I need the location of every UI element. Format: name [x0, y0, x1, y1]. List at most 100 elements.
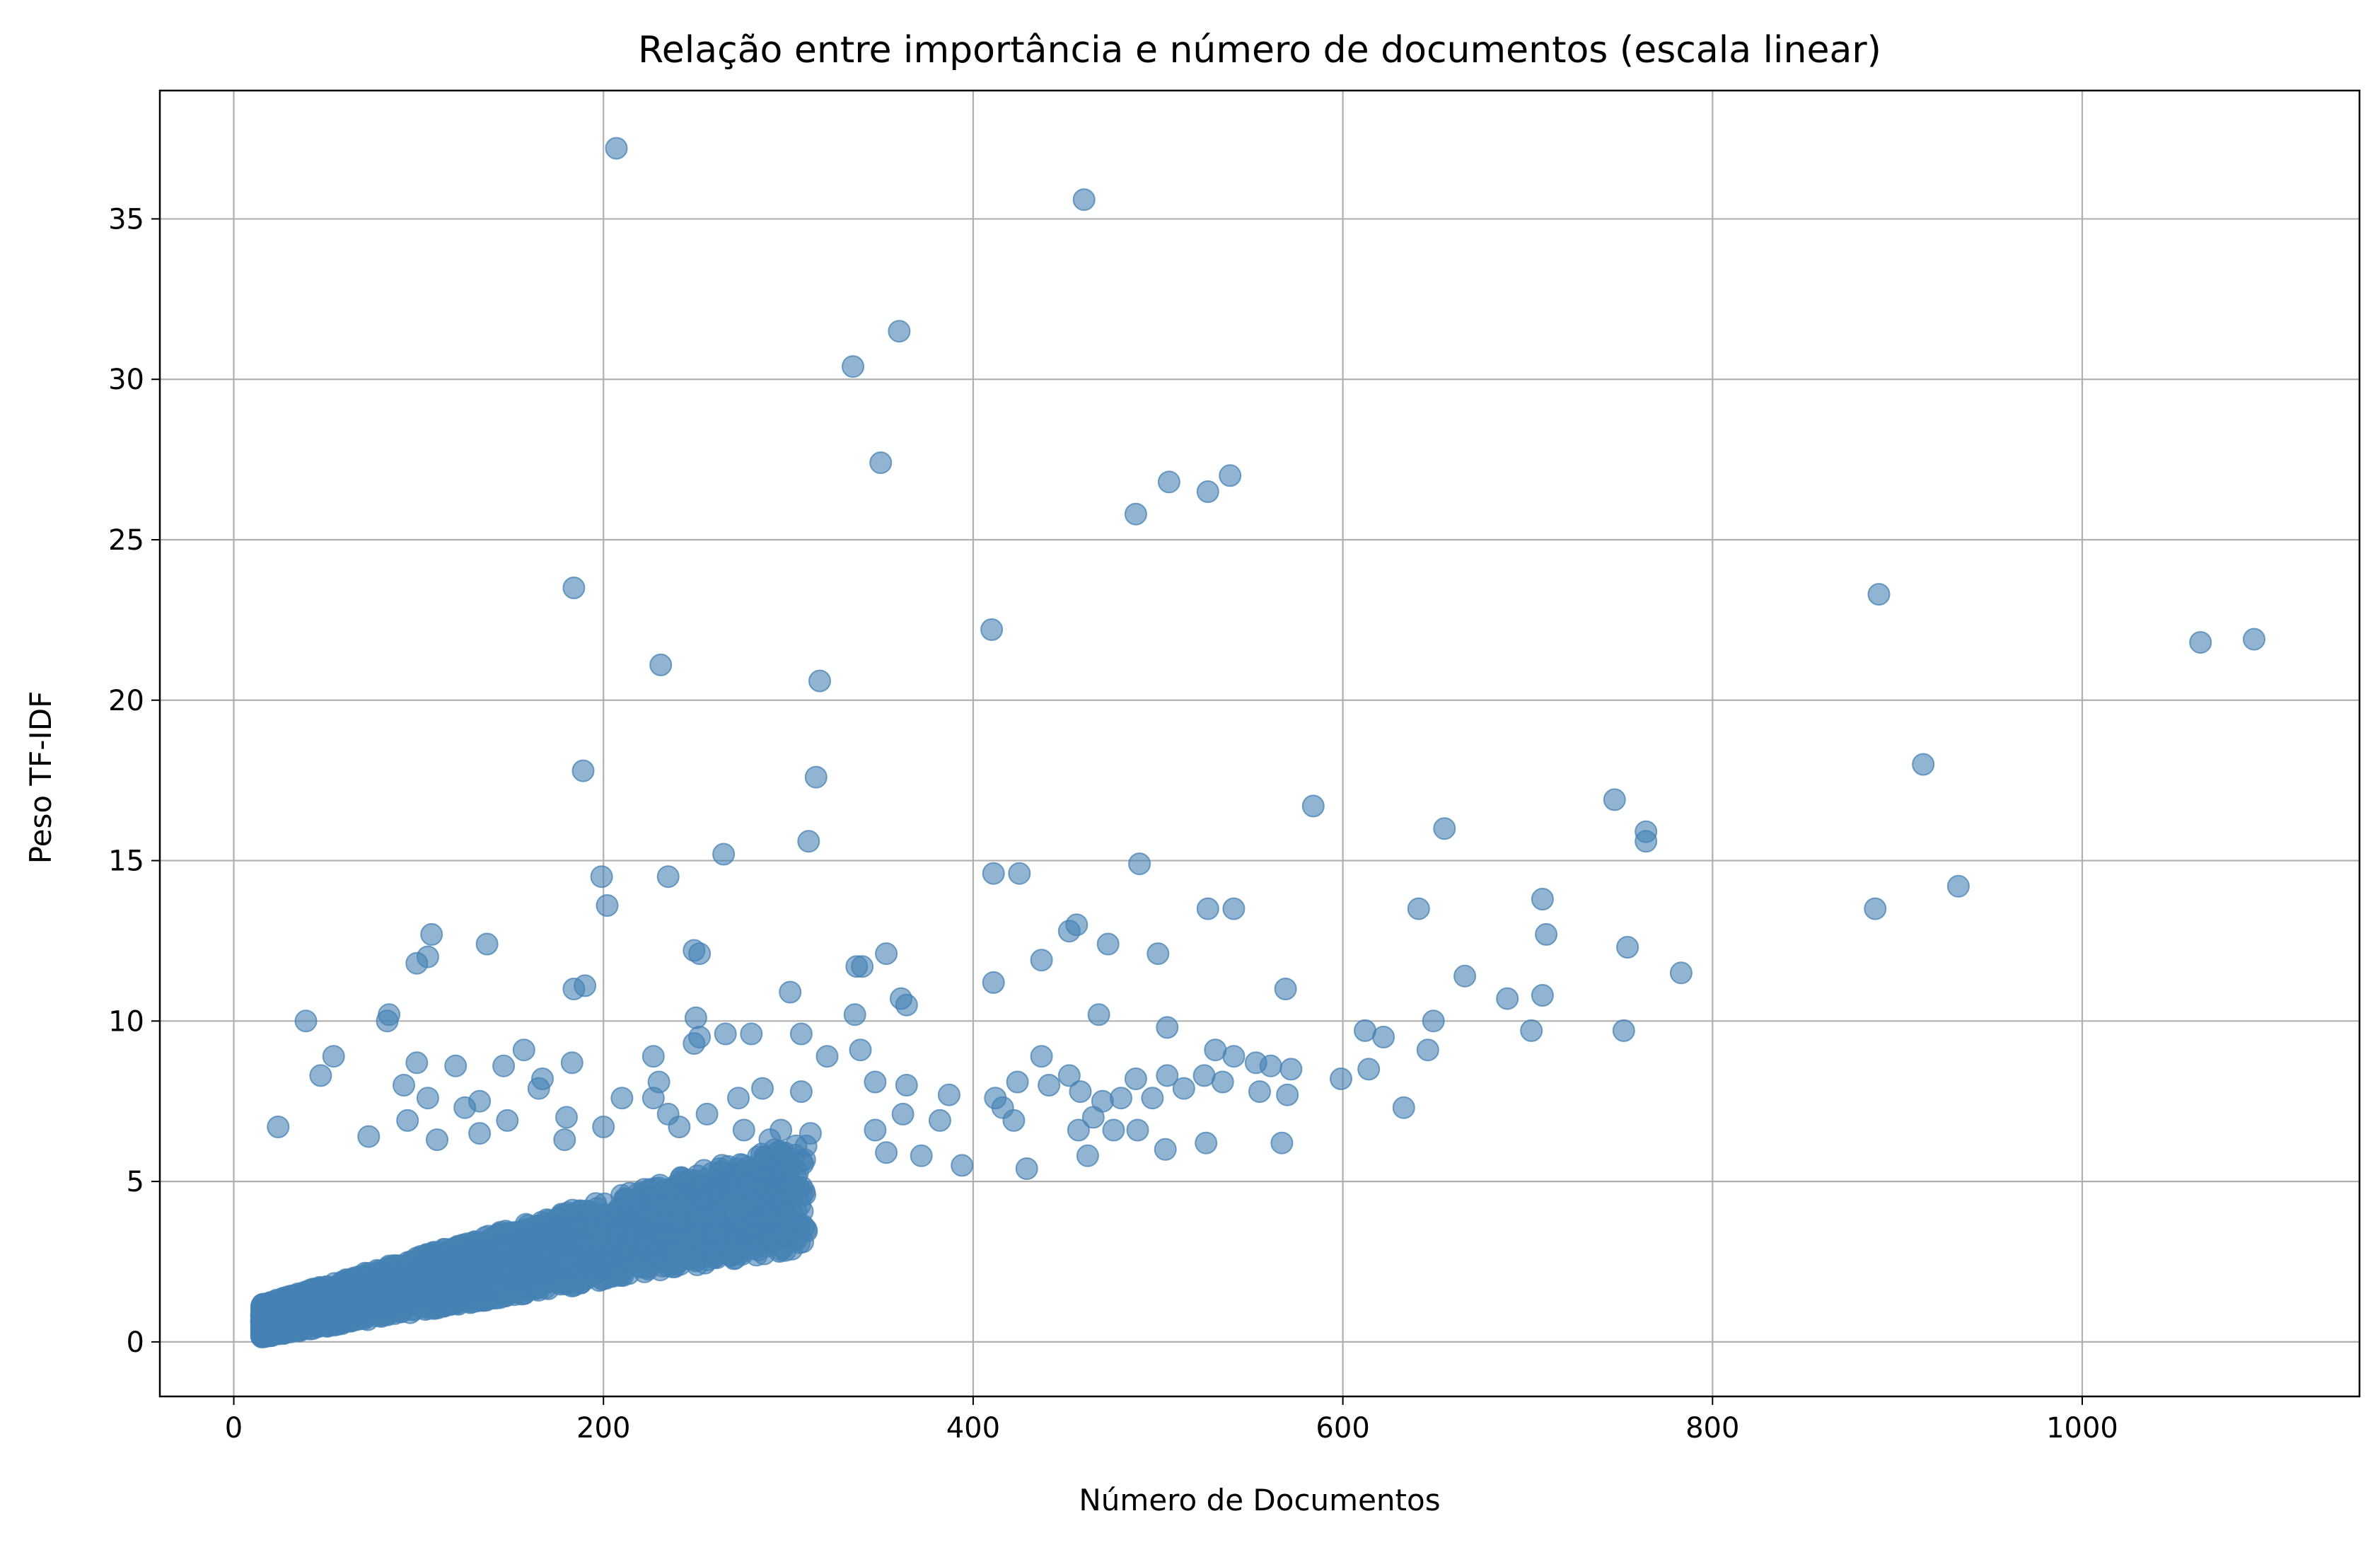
data-point: [297, 1292, 320, 1315]
data-point: [496, 1109, 519, 1132]
data-point: [591, 1268, 614, 1291]
data-point: [696, 1205, 719, 1229]
data-point: [1015, 1157, 1038, 1180]
data-point: [560, 1051, 584, 1075]
data-point: [607, 1198, 630, 1221]
data-point: [1006, 1070, 1029, 1094]
data-point: [799, 1122, 822, 1145]
data-point: [869, 451, 893, 475]
data-point: [1128, 852, 1151, 876]
data-point: [1002, 1109, 1026, 1132]
data-point: [1392, 1096, 1415, 1119]
data-point: [1912, 753, 1935, 776]
data-point: [1076, 1144, 1099, 1167]
data-point: [728, 1208, 752, 1231]
data-point: [468, 1122, 492, 1145]
scatter-points: [267, 137, 2265, 1180]
data-point: [512, 1038, 535, 1062]
data-point: [405, 1051, 429, 1075]
data-point: [784, 1166, 808, 1189]
data-point: [951, 1154, 974, 1177]
x-tick-label: 600: [1316, 1412, 1369, 1445]
data-point: [1081, 1106, 1105, 1129]
data-point: [1603, 788, 1626, 811]
chart-title: Relação entre importância e número de do…: [638, 29, 1881, 71]
data-point: [1124, 502, 1147, 526]
data-point: [734, 1171, 757, 1195]
data-point: [843, 1003, 866, 1026]
data-point: [494, 1240, 517, 1263]
data-point: [1069, 1080, 1092, 1104]
data-point: [895, 1074, 918, 1096]
data-point: [1330, 1067, 1352, 1090]
data-point: [891, 1102, 915, 1126]
data-point: [596, 894, 619, 917]
data-point: [778, 1209, 801, 1232]
data-point: [1496, 987, 1519, 1010]
data-point: [804, 765, 828, 789]
data-point: [688, 942, 712, 966]
data-point: [1422, 1009, 1445, 1033]
data-point: [1030, 1045, 1053, 1068]
data-point: [1416, 1038, 1439, 1062]
data-point: [712, 843, 736, 866]
data-point: [1222, 1045, 1246, 1068]
x-tick-label: 200: [576, 1412, 630, 1445]
data-point: [267, 1116, 290, 1138]
data-point: [420, 922, 443, 946]
y-axis-ticks: 0 5 10 15 20 25 30 35: [108, 203, 160, 1359]
data-point: [797, 830, 820, 853]
data-point: [1372, 1026, 1395, 1048]
data-point: [1219, 464, 1242, 487]
data-point: [475, 932, 499, 956]
data-point: [592, 1116, 615, 1138]
data-point: [1211, 1070, 1234, 1094]
data-point: [1196, 480, 1219, 503]
data-point: [656, 865, 680, 889]
data-point: [444, 1054, 468, 1077]
data-point: [683, 1032, 706, 1055]
y-tick-label: 15: [108, 845, 144, 878]
data-point: [568, 1199, 591, 1222]
data-point: [980, 618, 1004, 641]
data-point: [277, 1298, 300, 1321]
data-point: [1030, 949, 1053, 972]
data-point: [982, 971, 1005, 994]
data-point: [1433, 817, 1456, 840]
y-tick-label: 35: [108, 203, 144, 236]
data-point: [2243, 627, 2265, 651]
data-point: [789, 1080, 813, 1104]
x-tick-label: 0: [225, 1412, 243, 1445]
data-point: [453, 1096, 477, 1119]
data-point: [1038, 1074, 1061, 1096]
data-point: [755, 1167, 778, 1190]
data-point: [668, 1116, 691, 1138]
data-point: [1156, 1016, 1179, 1039]
data-point: [405, 951, 429, 975]
data-point: [1276, 1083, 1299, 1106]
y-tick-label: 30: [108, 364, 144, 396]
data-point: [1087, 1003, 1110, 1026]
data-point: [562, 577, 586, 599]
data-point: [928, 1109, 951, 1132]
data-point: [526, 1215, 549, 1238]
data-point: [1172, 1077, 1195, 1100]
data-point: [1535, 922, 1558, 946]
data-point: [1057, 920, 1081, 943]
data-point: [740, 1022, 763, 1046]
data-point: [1270, 1131, 1294, 1155]
data-point: [357, 1125, 381, 1148]
data-point: [633, 1260, 656, 1283]
data-point: [849, 1038, 872, 1062]
data-point: [1531, 888, 1554, 910]
data-point: [2189, 631, 2212, 654]
data-point: [610, 1087, 634, 1110]
data-point: [910, 1144, 933, 1167]
data-point: [1196, 897, 1219, 920]
data-point: [605, 137, 628, 160]
data-point: [1124, 1067, 1147, 1090]
x-tick-label: 400: [946, 1412, 1000, 1445]
data-point: [1154, 1138, 1177, 1161]
data-point: [1259, 1054, 1282, 1077]
data-point: [1222, 897, 1246, 920]
